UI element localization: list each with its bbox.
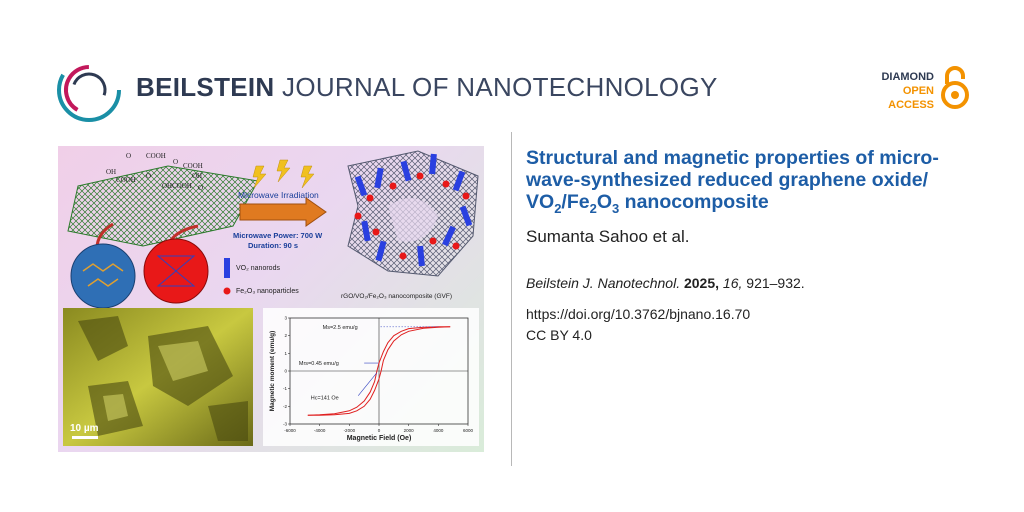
hysteresis-curve	[307, 326, 451, 416]
fe2o3-particle	[416, 172, 424, 180]
doi-link[interactable]: https://doi.org/10.3762/bjnano.16.70	[526, 306, 751, 322]
fe2o3-particle	[354, 212, 362, 220]
go-label: OH	[192, 172, 202, 180]
duration-label: Duration: 90 s	[248, 241, 298, 250]
y-tick-label: 0	[284, 369, 287, 374]
go-label: COOH	[116, 176, 136, 184]
fe2o3-particle	[366, 194, 374, 202]
y-tick-label: -3	[283, 422, 287, 427]
annotation-ms: Ms=2.5 emu/g	[323, 325, 358, 331]
go-label: O	[126, 152, 131, 160]
x-tick-label: -2000	[344, 428, 356, 433]
legend-vo2: VO₂ nanorods	[236, 265, 280, 272]
x-tick-label: 4000	[433, 428, 444, 433]
y-axis-label: Magnetic moment (emu/g)	[269, 331, 276, 412]
y-tick-label: 3	[284, 316, 287, 321]
fe2o3-particle	[429, 237, 437, 245]
x-tick-label: 2000	[404, 428, 415, 433]
vo2-nanorod	[354, 175, 368, 197]
lightning-icon	[252, 165, 267, 189]
go-label: OH	[106, 168, 116, 176]
journal-name-bold: BEILSTEIN	[136, 72, 275, 102]
fe2o3-particle	[462, 192, 470, 200]
title-line1: Structural and magnetic properties of mi…	[526, 147, 939, 169]
journal-name: BEILSTEIN JOURNAL OF NANOTECHNOLOGY	[136, 72, 718, 103]
go-label: O	[173, 158, 178, 166]
y-tick-label: -1	[283, 386, 287, 391]
x-tick-label: -4000	[314, 428, 326, 433]
vo2-nanorod	[452, 170, 466, 192]
vo2-nanorod	[400, 160, 412, 182]
graphical-abstract: O COOH O COOH OH COOH O OH COOH OH O	[58, 146, 484, 452]
microwave-label: Microwave Irradiation	[238, 190, 319, 200]
badge-line2: OPEN	[902, 85, 934, 97]
y-tick-label: -2	[283, 404, 287, 409]
fe2o3-particle	[389, 182, 397, 190]
y-tick-label: 1	[284, 351, 287, 356]
graphene-oxide-sheet	[67, 165, 259, 247]
vo2-nanorod	[375, 240, 387, 262]
graphical-abstract-svg: O COOH O COOH OH COOH O OH COOH OH O	[63, 150, 479, 446]
go-label: OH	[162, 182, 172, 190]
chart-panel	[263, 308, 479, 446]
license: CC BY 4.0	[526, 327, 592, 343]
hysteresis-curve	[307, 326, 451, 416]
open-lock-icon	[941, 66, 969, 109]
vo2-nanorod	[361, 220, 371, 242]
article-title[interactable]: Structural and magnetic properties of mi…	[526, 147, 996, 220]
composite-label: rGO/VO₂/Fe₂O₃ nanocomposite (GVF)	[341, 293, 452, 300]
vo2-nanorod	[459, 205, 473, 227]
journal-logo-icon	[57, 58, 121, 122]
divider	[511, 132, 512, 466]
title-line2: wave-synthesized reduced graphene oxide/	[526, 169, 929, 191]
legend-fe2o3: Fe₂O₃ nanoparticles	[236, 288, 299, 295]
fe2o3-particle	[372, 228, 380, 236]
annotation-hc: Hc=141 Oe	[311, 395, 339, 401]
journal-name-rest: JOURNAL OF NANOTECHNOLOGY	[282, 72, 718, 102]
go-label: COOH	[146, 152, 166, 160]
badge-line1: DIAMOND	[881, 71, 934, 83]
hc-pointer	[357, 372, 378, 396]
vo2-nanorod	[429, 153, 437, 175]
scale-bar-label: 10 µm	[70, 423, 99, 434]
fe2o3-particle	[452, 242, 460, 250]
fe2o3-particle	[442, 180, 450, 188]
x-tick-label: 0	[378, 428, 381, 433]
hysteresis-chart: -6000 -4000 -2000 0 2000 4000 6000 3 2 1 0 -1 -2 -3 Ma…	[269, 316, 474, 443]
lightning-icon	[300, 165, 315, 189]
vanadium-precursor-circle	[70, 243, 136, 309]
lightning-icon	[276, 159, 291, 183]
x-axis-label: Magnetic Field (Oe)	[347, 435, 412, 442]
power-label: Microwave Power: 700 W	[233, 231, 323, 240]
open-access-badge: DIAMOND OPEN ACCESS	[860, 70, 934, 112]
citation: Beilstein J. Nanotechnol. 2025, 16, 921–…	[526, 275, 805, 291]
vo2-nanorod	[442, 225, 456, 247]
go-label: O	[146, 172, 151, 180]
vo2-legend-icon	[224, 258, 230, 278]
x-tick-label: -6000	[284, 428, 296, 433]
authors: Sumanta Sahoo et al.	[526, 227, 690, 246]
go-label: O	[198, 184, 203, 192]
go-label: COOH	[183, 162, 203, 170]
fe2o3-legend-icon	[223, 287, 231, 295]
vo2-nanorod	[417, 245, 425, 267]
annotation-mrs: Mrs=0.45 emu/g	[299, 361, 339, 367]
fe2o3-particle	[399, 252, 407, 260]
go-label: COOH	[172, 182, 192, 190]
title-line3: VO2/Fe2O3 nanocomposite	[526, 191, 769, 216]
process-arrow	[239, 197, 327, 227]
y-tick-label: 2	[284, 333, 287, 338]
x-tick-label: 6000	[463, 428, 474, 433]
scale-bar	[72, 436, 98, 439]
vo2-nanorod	[374, 167, 384, 189]
badge-line3: ACCESS	[888, 99, 934, 111]
